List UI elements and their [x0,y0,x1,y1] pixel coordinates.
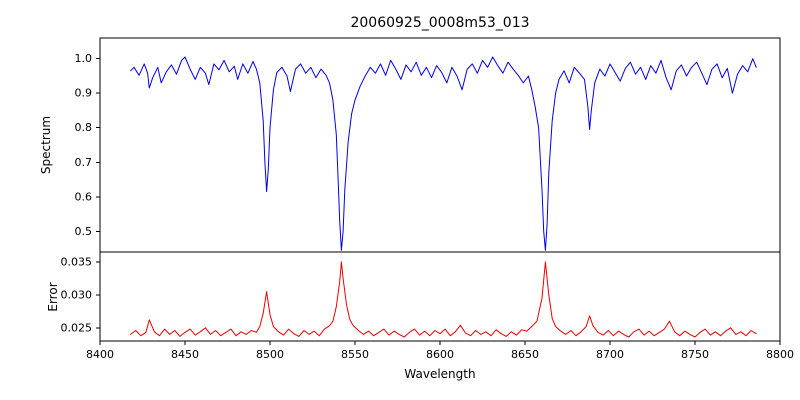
y-tick-label: 0.6 [75,190,93,203]
error-axes [99,251,781,342]
error-yticks: 0.025 0.030 0.035 [61,255,100,334]
chart-title: 20060925_0008m53_013 [350,15,529,31]
error-line [130,261,757,338]
x-tick-label: 8800 [766,348,794,361]
x-tick-label: 8750 [681,348,709,361]
spectrum-line [130,56,757,251]
y-tick-label: 0.030 [61,288,93,301]
y-tick-label: 0.5 [75,225,93,238]
spectrum-y-axis-label: Spectrum [39,116,53,174]
x-tick-label: 8450 [171,348,199,361]
error-y-axis-label: Error [46,282,60,311]
spectrum-yticks: 0.5 0.6 0.7 0.8 0.9 1.0 [75,52,100,238]
y-tick-label: 0.7 [75,156,93,169]
y-tick-label: 0.9 [75,87,93,100]
y-tick-label: 0.035 [61,255,93,268]
x-tick-label: 8550 [341,348,369,361]
x-tick-label: 8400 [86,348,114,361]
y-tick-label: 0.8 [75,121,93,134]
x-axis-ticks: 8400 8450 8500 8550 8600 8650 8700 8750 8800 [86,341,794,361]
x-tick-label: 8600 [426,348,454,361]
x-tick-label: 8700 [596,348,624,361]
x-tick-label: 8500 [256,348,284,361]
y-tick-label: 0.025 [61,321,93,334]
x-axis-label: Wavelength [404,367,475,381]
x-tick-label: 8650 [511,348,539,361]
y-tick-label: 1.0 [75,52,93,65]
